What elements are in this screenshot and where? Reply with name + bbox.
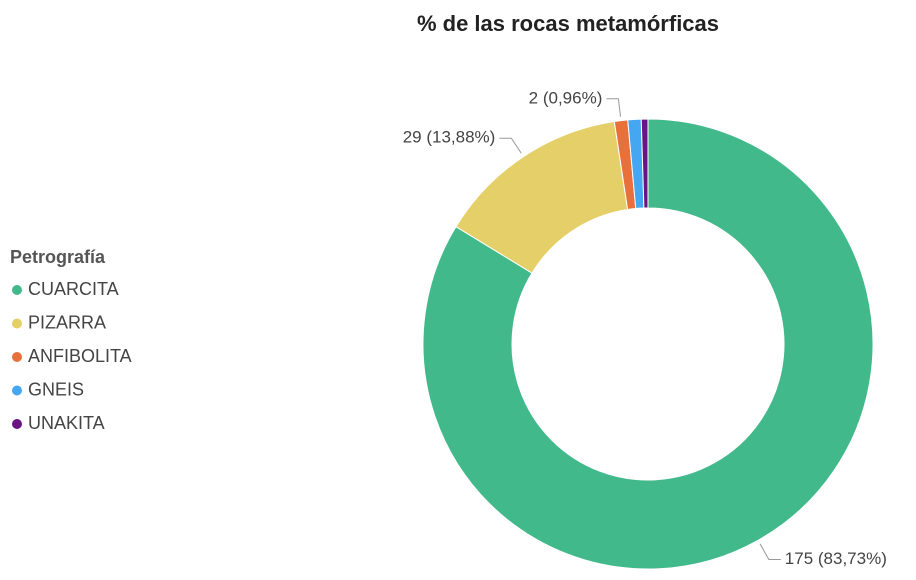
legend-label: UNAKITA: [28, 413, 105, 433]
legend-label: ANFIBOLITA: [28, 346, 132, 366]
legend-marker: [12, 352, 22, 362]
leader-line: [759, 543, 781, 560]
legend-title: Petrografía: [10, 247, 106, 267]
data-label: 29 (13,88%): [403, 128, 496, 147]
leader-line: [499, 137, 522, 154]
slice: [640, 118, 649, 209]
legend-marker: [12, 419, 22, 429]
legend-label: CUARCITA: [28, 279, 119, 299]
slice: [422, 118, 874, 570]
data-label: 2 (0,96%): [529, 88, 603, 107]
legend-marker: [12, 385, 22, 396]
legend-label: GNEIS: [28, 379, 84, 399]
chart-title: % de las rocas metamórficas: [417, 11, 719, 36]
legend-marker: [12, 285, 22, 295]
leader-line: [606, 98, 622, 117]
legend-marker: [12, 318, 22, 329]
data-label: 175 (83,73%): [785, 549, 887, 568]
legend-label: PIZARRA: [28, 312, 106, 332]
